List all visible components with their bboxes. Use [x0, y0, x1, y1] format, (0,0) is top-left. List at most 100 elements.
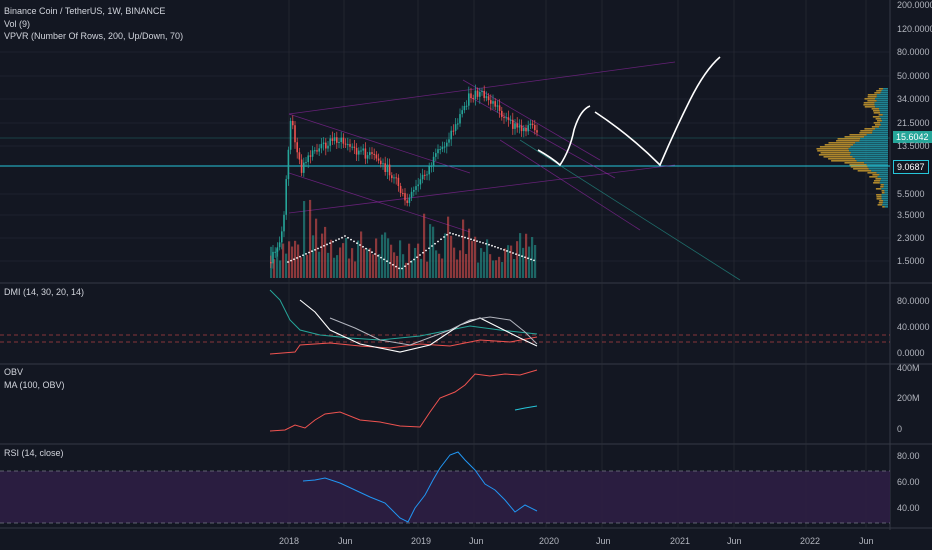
volume-bar — [420, 258, 423, 278]
candle-body — [432, 156, 435, 167]
volume-ma-dot — [506, 250, 508, 252]
candle-body — [406, 200, 408, 203]
candle-body — [536, 130, 538, 133]
volume-bar — [321, 233, 324, 278]
candle-body — [448, 139, 450, 143]
candle-body — [485, 96, 488, 98]
time-tick: 2022 — [800, 536, 821, 546]
rsi-band — [0, 471, 890, 523]
volume-bar — [276, 248, 279, 278]
candle-body — [349, 144, 351, 147]
candle-body — [457, 123, 459, 125]
vpvr-bar-down — [882, 202, 888, 204]
vpvr-bar-up — [880, 186, 884, 188]
vpvr-bar-down — [880, 180, 888, 182]
obv-indicator-label[interactable]: OBV — [4, 367, 24, 377]
vpvr-bar-down — [860, 138, 888, 140]
volume-bar — [396, 255, 399, 278]
symbol-title[interactable]: Binance Coin / TetherUS, 1W, BINANCE — [4, 6, 166, 16]
volume-ma-dot — [479, 241, 481, 243]
rsi-line — [302, 451, 538, 523]
volume-ma-dot — [419, 254, 421, 256]
candle-body — [371, 152, 373, 154]
candle-body — [331, 138, 334, 141]
dmi-indicator-label[interactable]: DMI (14, 30, 20, 14) — [4, 287, 85, 297]
vpvr-bar-down — [884, 206, 888, 208]
time-tick: Jun — [859, 536, 874, 546]
volume-ma-dot — [464, 236, 466, 239]
vpvr-bar-up — [873, 122, 881, 124]
vpvr-bar-up — [869, 176, 878, 178]
volume-ma-dot — [287, 261, 289, 263]
channel-line — [469, 96, 616, 179]
candle-body — [380, 160, 382, 165]
candle-body — [483, 90, 485, 98]
obv-ma-label[interactable]: MA (100, OBV) — [4, 380, 65, 390]
candle-body — [311, 150, 314, 157]
volume-ma-dot — [443, 236, 445, 238]
candle-body — [459, 114, 461, 124]
volume-bar — [489, 254, 492, 278]
channel-line — [288, 113, 471, 174]
volume-ma-dot — [422, 251, 424, 254]
candle-body — [439, 149, 441, 151]
price-tick: 120.0000 — [897, 24, 932, 34]
vpvr-bar-down — [875, 106, 888, 108]
volume-ma-dot — [317, 247, 319, 250]
channel-line — [288, 164, 676, 214]
candle-body — [292, 120, 294, 126]
candle-body — [424, 174, 426, 176]
volume-ma-dot — [497, 246, 499, 249]
vpvr-bar-up — [867, 96, 877, 98]
candle-body — [509, 119, 512, 121]
candle-body — [419, 179, 422, 185]
obv-tick: 400M — [897, 363, 920, 373]
volume-ma-dot — [398, 267, 400, 270]
vpvr-bar-down — [879, 182, 888, 184]
trend-line — [519, 139, 741, 281]
volume-ma-dot — [329, 242, 331, 245]
vpvr-bar-down — [881, 188, 888, 190]
candle-body — [492, 101, 494, 104]
vpvr-indicator-label[interactable]: VPVR (Number Of Rows, 200, Up/Down, 70) — [4, 31, 184, 41]
candle-body — [340, 137, 342, 142]
candle-body — [410, 191, 413, 198]
volume-indicator-label[interactable]: Vol (9) — [4, 19, 31, 29]
candle-body — [408, 197, 411, 203]
volume-ma-dot — [365, 247, 367, 250]
volume-ma-dot — [425, 249, 427, 252]
candle-body — [437, 149, 439, 154]
level-price-tag: 9.0687 — [893, 160, 929, 174]
candle-body — [397, 177, 400, 186]
volume-ma-dot — [413, 258, 415, 261]
volume-bar — [291, 246, 294, 278]
vpvr-bar-down — [879, 174, 888, 176]
candle-body — [404, 193, 406, 201]
channel-line — [288, 172, 471, 233]
candle-body — [360, 150, 362, 152]
candle-body — [384, 163, 386, 173]
volume-bar — [342, 243, 345, 278]
volume-ma-dot — [392, 263, 394, 266]
vpvr-bar-up — [828, 142, 856, 144]
rsi-indicator-label[interactable]: RSI (14, close) — [4, 448, 64, 458]
vpvr-bar-down — [884, 192, 888, 194]
volume-ma-dot — [314, 248, 316, 251]
vpvr-bar-up — [876, 196, 882, 198]
volume-ma-dot — [428, 247, 430, 250]
volume-ma-dot — [389, 262, 391, 264]
volume-ma-dot — [530, 258, 532, 261]
obv-line — [269, 369, 538, 432]
volume-ma-dot — [476, 240, 478, 243]
vpvr-bar-down — [878, 108, 888, 110]
volume-bar — [390, 244, 393, 278]
volume-bar — [324, 226, 327, 278]
vpvr-bar-up — [818, 154, 850, 156]
vpvr-bar-up — [873, 112, 881, 114]
volume-bar — [282, 243, 285, 278]
volume-ma-dot — [308, 251, 310, 254]
vpvr-bar-down — [881, 194, 888, 196]
volume-bar — [453, 247, 456, 278]
volume-bar — [468, 228, 471, 278]
